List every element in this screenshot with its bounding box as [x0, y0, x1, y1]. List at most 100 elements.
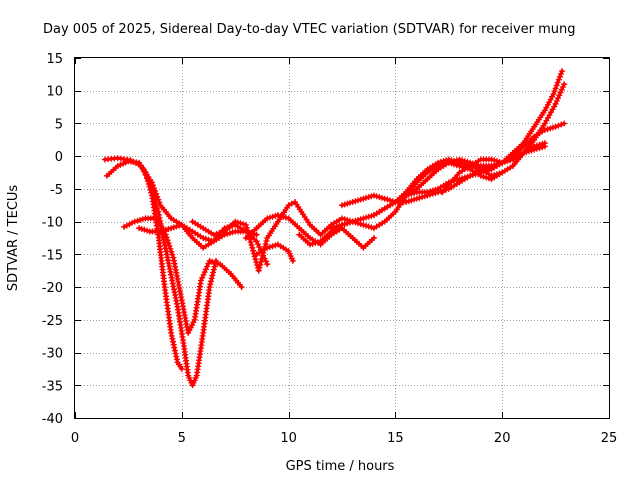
data-point [308, 236, 312, 240]
chart-title: Day 005 of 2025, Sidereal Day-to-day VTE… [43, 22, 576, 37]
data-point [229, 272, 233, 276]
data-point [190, 229, 195, 234]
data-point [404, 193, 408, 198]
data-point [186, 373, 190, 378]
x-tick-label: 5 [178, 431, 186, 446]
data-point [554, 102, 558, 106]
data-point [276, 213, 280, 217]
data-point [150, 180, 154, 184]
data-point [383, 220, 387, 224]
data-point [351, 236, 355, 240]
y-tick-label: -15 [42, 248, 63, 263]
data-point [154, 216, 158, 220]
data-point [372, 213, 376, 217]
data-point [522, 151, 526, 155]
data-point [562, 121, 566, 126]
data-point [287, 203, 291, 207]
data-point [158, 203, 162, 207]
data-point [319, 239, 323, 243]
data-point [457, 180, 462, 184]
data-point [351, 200, 355, 204]
data-point [180, 367, 184, 371]
data-point [551, 92, 556, 96]
data-point [195, 373, 199, 378]
data-point [532, 134, 536, 139]
data-series [403, 143, 548, 199]
data-point [212, 239, 216, 243]
data-series [242, 212, 377, 251]
data-point [169, 216, 173, 220]
data-point [532, 144, 536, 148]
data-point [265, 262, 269, 266]
data-point [447, 161, 451, 165]
data-point [415, 197, 419, 201]
data-point [287, 216, 291, 220]
data-point [404, 200, 408, 204]
data-point [479, 167, 483, 171]
data-point [329, 223, 333, 227]
data-point [244, 236, 248, 240]
data-point [212, 233, 216, 237]
y-tick-label: -25 [42, 314, 63, 329]
data-point [340, 216, 344, 220]
data-point [201, 236, 205, 240]
data-point [329, 229, 333, 234]
data-point [128, 158, 133, 162]
y-tick-label: -10 [42, 216, 63, 231]
data-point [291, 259, 295, 263]
data-point [560, 69, 564, 73]
data-point [449, 180, 453, 184]
data-point [240, 285, 244, 289]
data-point [116, 156, 120, 160]
data-point [351, 220, 355, 224]
data-point [265, 236, 269, 240]
y-tick-label: 10 [46, 85, 63, 100]
data-point [522, 144, 526, 148]
data-point [436, 190, 440, 194]
data-point [141, 167, 145, 171]
data-point [116, 164, 120, 168]
data-point [532, 148, 536, 152]
data-point [222, 233, 227, 237]
data-point [308, 223, 312, 227]
data-point [489, 177, 494, 181]
data-point [255, 239, 259, 243]
ticks: 0 5 10 15 20 25 15 10 5 0 -5 -10 -15 -20 -25 -30 -35 -40 [42, 52, 618, 446]
data-point [383, 197, 387, 201]
data-point [543, 128, 547, 132]
data-point [139, 164, 143, 168]
data-point [372, 193, 376, 198]
data-point [287, 249, 291, 253]
y-tick-label: -5 [50, 183, 63, 198]
data-point [156, 210, 160, 214]
data-point [255, 226, 259, 230]
data-series [439, 163, 506, 196]
data-point [208, 285, 212, 289]
data-point [340, 226, 344, 230]
data-point [468, 161, 472, 165]
data-point [122, 225, 126, 229]
data-point [425, 177, 429, 181]
data-point [233, 229, 237, 234]
data-point [265, 246, 269, 250]
data-point [265, 216, 269, 220]
data-point [244, 223, 248, 227]
data-point [361, 216, 365, 220]
data-point [479, 170, 483, 175]
data-point [171, 256, 175, 260]
data-point [169, 331, 173, 335]
x-axis-title: GPS time / hours [286, 459, 395, 474]
data-point [511, 164, 515, 168]
series-layer [101, 68, 568, 389]
data-point [543, 141, 547, 145]
data-point [222, 229, 227, 234]
data-point [163, 285, 167, 289]
data-point [165, 252, 169, 256]
y-tick-label: 15 [46, 52, 63, 67]
data-point [276, 242, 280, 247]
y-tick-label: -35 [42, 379, 63, 394]
data-point [489, 157, 494, 162]
data-point [425, 193, 429, 198]
data-point [543, 108, 547, 112]
data-point [340, 223, 344, 227]
